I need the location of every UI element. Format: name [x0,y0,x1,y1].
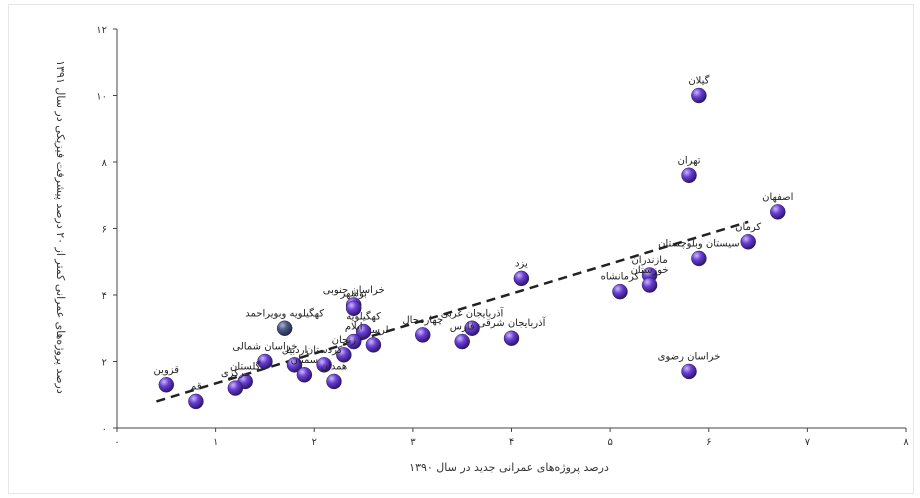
data-point [612,283,628,300]
data-point [345,333,362,350]
y-tick-label: ۱۲ [96,25,107,36]
data-point [454,333,470,350]
point-label: قم [190,381,202,392]
data-point [257,353,273,370]
point-label: قزوین [154,365,180,376]
y-tick-label: ۱۰ [96,92,107,103]
point-label: سیستان وبلوچستان [658,238,740,249]
y-axis-title: درصد پروژه‌های عمرانی کمتر از ۲۰ درصد پی… [54,60,67,394]
data-point [414,327,431,343]
point-label: خراسان شمالی [232,342,297,353]
x-tick-label: ۴ [509,437,514,448]
point-label: کرمانشاه [601,272,640,283]
data-point [365,337,382,353]
x-tick-label: ۰ [114,437,119,448]
data-point [641,277,658,293]
data-point [503,330,520,346]
x-tick-label: ۱ [213,437,218,448]
point-label: مرکزی [221,368,250,379]
data-point [681,363,697,380]
point-label: آذربایجان شرقی [478,316,547,329]
x-tick-label: ۵ [607,437,612,448]
point-label: بوشهر [339,288,366,299]
point-label: اصفهان [762,192,793,203]
data-point [276,320,293,336]
point-label: اردبیل [282,345,307,356]
data-point [158,377,175,393]
y-tick-label: ۸ [102,158,108,169]
point-label: تهران [678,155,701,166]
point-label: کردستان [306,345,343,356]
point-label: خوزستان [631,265,669,276]
point-label: فارس [450,322,475,333]
data-point [691,87,707,104]
y-tick-label: ۰ [102,424,107,435]
x-tick-label: ۳ [410,437,416,448]
y-tick-label: ۶ [102,225,107,236]
x-tick-label: ۲ [312,437,317,448]
data-point [316,357,332,373]
point-label: گیلان [688,75,709,87]
point-label: لرستان [358,325,388,336]
data-point [691,250,707,267]
point-label: کهگیلویه وبویراحمد [245,307,324,319]
point-label: ایلام [345,322,363,333]
point-label: آذربایجان غربی [441,306,505,319]
point-label: کرمان [735,222,761,233]
data-point [227,380,244,396]
point-label: سمنان [291,355,319,366]
data-point [345,300,362,317]
y-tick-label: ۲ [102,358,107,369]
y-tick-label: ۴ [102,291,107,302]
x-tick-label: ۸ [903,437,909,448]
data-point [513,270,530,287]
point-label: خراسان جنوبی [323,285,385,296]
chart-frame: ۰ ۱ ۲ ۳ ۴ ۵ ۶ ۷ ۸ ۰ ۲ ۴ ۶ ۸ ۱۰ ۱۲ گیلان تهران اصفهان کرمان… [8,4,914,494]
data-point [326,373,342,390]
point-label: خراسان رضوی [658,351,721,362]
data-point [681,167,697,184]
data-point [286,357,303,373]
data-point [355,323,372,340]
trend-line [156,220,749,403]
data-point [296,367,313,383]
x-axis-title: درصد پروژه‌های عمرانی جدید در سال ۱۳۹۰ [409,461,609,474]
data-point [770,204,786,220]
point-label: چهارمحال [402,315,443,326]
data-point [464,320,480,336]
point-label: مازندران [631,255,667,266]
data-point [336,347,352,363]
x-tick-label: ۷ [805,437,811,448]
data-point [740,234,756,250]
point-label: زنجان [332,335,357,346]
data-point [188,393,204,410]
point-label: یزد [515,258,528,269]
point-label: همدان [321,361,347,372]
x-tick-label: ۶ [706,437,711,448]
point-label: گلستان [230,360,261,372]
